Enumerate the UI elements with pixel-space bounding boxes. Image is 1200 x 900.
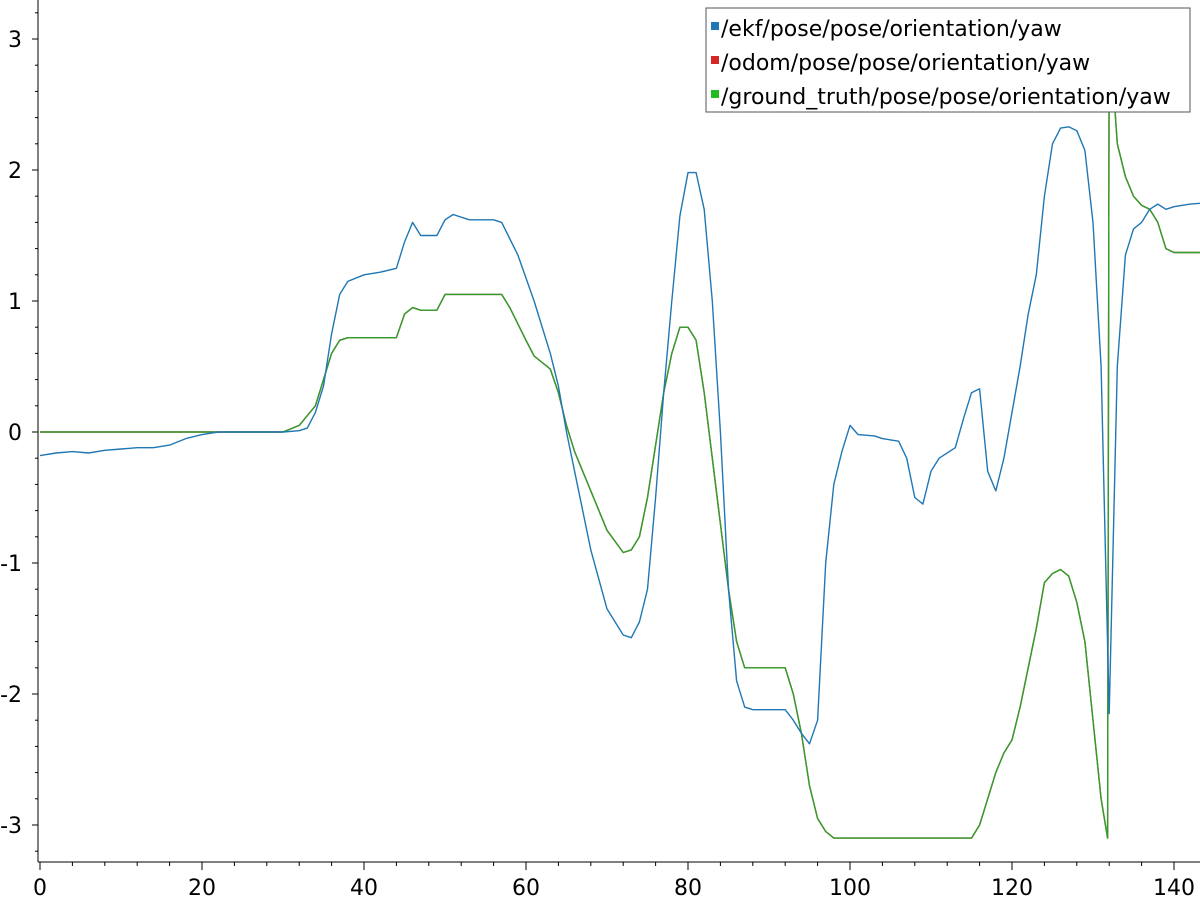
- x-tick-label: 100: [829, 876, 871, 900]
- legend: /ekf/pose/pose/orientation/yaw /odom/pos…: [705, 7, 1191, 113]
- legend-swatch-ekf: [711, 22, 719, 30]
- y-tick-label: 3: [8, 28, 22, 53]
- legend-swatch-ground-truth: [711, 90, 719, 98]
- x-tick-label: 80: [674, 876, 702, 900]
- x-tick-label: 20: [188, 876, 216, 900]
- y-tick-label: -1: [0, 552, 22, 577]
- series-line-0: [39, 126, 1200, 745]
- y-ticks: 3 2 1 0 -1 -2 -3: [0, 12, 38, 852]
- x-ticks: 0 20 40 60 80 100 120 140: [33, 862, 1195, 900]
- legend-label-odom: /odom/pose/pose/orientation/yaw: [721, 51, 1090, 76]
- series-layer: [39, 25, 1200, 839]
- y-tick-label: 1: [8, 290, 22, 315]
- legend-box: [705, 7, 1191, 113]
- legend-label-ground-truth: /ground_truth/pose/pose/orientation/yaw: [721, 85, 1171, 110]
- x-tick-label: 40: [350, 876, 378, 900]
- legend-swatch-odom: [711, 56, 719, 64]
- x-tick-label: 140: [1153, 876, 1195, 900]
- y-tick-label: 2: [8, 159, 22, 184]
- legend-label-ekf: /ekf/pose/pose/orientation/yaw: [721, 17, 1062, 42]
- y-tick-label: -3: [0, 814, 22, 839]
- y-tick-label: -2: [0, 683, 22, 708]
- x-tick-label: 60: [512, 876, 540, 900]
- y-tick-label: 0: [8, 421, 22, 446]
- x-tick-label: 120: [991, 876, 1033, 900]
- x-tick-label: 0: [33, 876, 47, 900]
